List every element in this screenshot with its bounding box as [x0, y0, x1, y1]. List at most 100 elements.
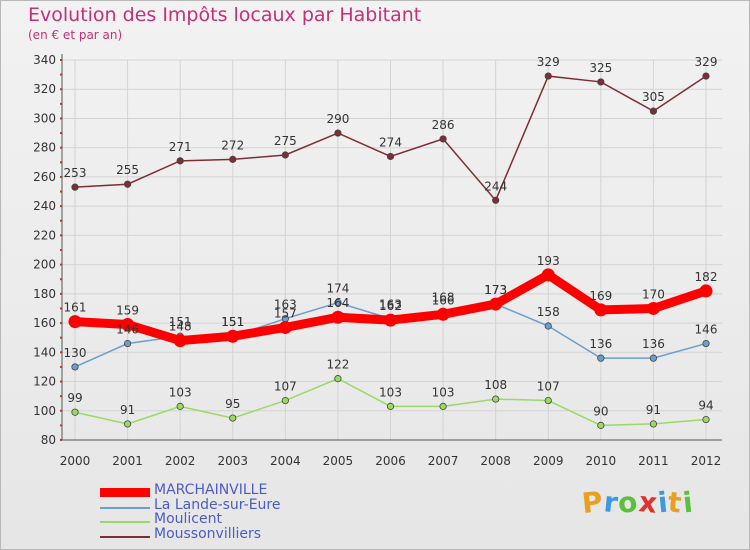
data-point-la-lande-sur-eure [334, 299, 342, 307]
x-tick-label: 2000 [60, 454, 91, 468]
data-point-la-lande-sur-eure [702, 339, 710, 348]
data-label-moussonvilliers: 271 [169, 140, 192, 154]
data-label-la-lande-sur-eure: 136 [589, 337, 612, 351]
data-point-marchainville [541, 268, 555, 282]
x-tick-label: 2008 [480, 454, 511, 468]
data-point-moulicent [123, 420, 132, 428]
data-label-marchainville: 182 [695, 270, 718, 284]
data-label-moussonvilliers: 286 [432, 118, 455, 132]
legend-swatch [100, 521, 150, 523]
data-label-moulicent: 108 [484, 378, 507, 392]
legend-swatch [100, 488, 150, 497]
data-label-moulicent: 122 [326, 358, 349, 372]
data-label-moulicent: 103 [169, 385, 192, 399]
data-point-moussonvilliers [71, 183, 79, 191]
data-label-moulicent: 99 [67, 391, 82, 405]
data-label-moussonvilliers: 329 [695, 55, 718, 69]
data-point-la-lande-sur-eure [71, 363, 79, 371]
y-minor-tick [60, 365, 62, 368]
legend-item: Moussonvilliers [100, 525, 500, 544]
legend-label: La Lande-sur-Eure [154, 496, 281, 513]
data-label-moussonvilliers: 290 [326, 112, 349, 126]
legend-label: Moussonvilliers [154, 525, 262, 542]
data-point-moussonvilliers [544, 72, 552, 80]
y-tick-label: 140 [33, 345, 56, 359]
data-point-marchainville [646, 301, 660, 315]
data-point-la-lande-sur-eure [649, 354, 658, 362]
y-minor-tick [60, 219, 62, 222]
y-tick-label: 340 [33, 53, 56, 67]
data-label-moussonvilliers: 275 [274, 134, 297, 148]
data-label-la-lande-sur-eure: 174 [326, 282, 349, 296]
y-tick-label: 320 [33, 82, 56, 96]
data-point-la-lande-sur-eure [123, 339, 132, 348]
data-point-moulicent [334, 375, 342, 383]
y-tick-label: 100 [33, 404, 56, 418]
data-label-la-lande-sur-eure: 146 [695, 323, 718, 337]
data-point-moulicent [544, 396, 552, 405]
x-tick-label: 2001 [112, 454, 143, 468]
data-point-moussonvilliers [597, 78, 605, 86]
data-point-la-lande-sur-eure [597, 354, 605, 362]
data-label-marchainville: 169 [589, 289, 612, 303]
x-tick-label: 2007 [428, 454, 459, 468]
logo-letter: P [580, 484, 606, 521]
legend-label: Moulicent [154, 511, 222, 527]
y-tick-label: 120 [33, 375, 56, 389]
data-point-moulicent [281, 396, 289, 405]
data-label-la-lande-sur-eure: 163 [274, 298, 297, 312]
data-label-moulicent: 95 [225, 397, 240, 411]
data-label-la-lande-sur-eure: 151 [221, 315, 244, 329]
data-label-moussonvilliers: 244 [484, 179, 507, 193]
y-minor-tick [60, 249, 62, 251]
data-label-moussonvilliers: 329 [537, 55, 560, 69]
y-minor-tick [60, 234, 62, 237]
data-point-marchainville [489, 297, 503, 311]
y-minor-tick [60, 205, 62, 208]
data-label-la-lande-sur-eure: 173 [484, 283, 507, 297]
data-point-moulicent [386, 402, 395, 410]
data-label-moussonvilliers: 274 [379, 135, 402, 149]
y-minor-tick [60, 161, 62, 164]
y-minor-tick [60, 117, 62, 120]
y-minor-tick [60, 395, 62, 398]
data-point-marchainville [331, 310, 345, 324]
legend-swatch [100, 506, 150, 509]
data-point-la-lande-sur-eure [544, 322, 552, 330]
x-tick-label: 2011 [638, 454, 669, 468]
y-minor-tick [60, 351, 62, 354]
y-minor-tick [60, 73, 62, 76]
data-label-marchainville: 193 [537, 254, 560, 268]
data-point-marchainville [226, 329, 240, 343]
data-point-marchainville [121, 318, 135, 332]
y-minor-tick [60, 336, 62, 339]
data-point-moussonvilliers [334, 129, 342, 137]
data-label-moulicent: 107 [537, 380, 560, 394]
x-tick-label: 2002 [165, 454, 196, 468]
data-point-moussonvilliers [123, 180, 132, 188]
y-minor-tick [60, 409, 62, 412]
data-label-moussonvilliers: 325 [589, 61, 612, 75]
data-label-moulicent: 94 [698, 399, 713, 413]
y-minor-tick [60, 278, 62, 281]
chart-subtitle: (en € et par an) [28, 28, 123, 42]
data-label-marchainville: 170 [642, 287, 665, 301]
x-tick-label: 2009 [533, 454, 564, 468]
data-label-marchainville: 162 [379, 299, 402, 313]
data-label-moussonvilliers: 272 [221, 138, 244, 152]
data-label-moulicent: 103 [432, 385, 455, 399]
legend-label: MARCHAINVILLE [154, 482, 268, 498]
x-tick-label: 2005 [323, 454, 354, 468]
data-point-moussonvilliers [281, 151, 289, 159]
data-point-moulicent [229, 414, 237, 422]
data-point-moussonvilliers [649, 107, 658, 115]
x-tick-label: 2006 [375, 454, 406, 468]
data-label-la-lande-sur-eure: 130 [64, 346, 87, 360]
y-minor-tick [60, 102, 62, 105]
y-minor-tick [60, 59, 62, 61]
data-label-moulicent: 107 [274, 380, 297, 394]
y-minor-tick [60, 146, 62, 149]
data-point-marchainville [278, 320, 292, 334]
data-point-marchainville [594, 303, 608, 317]
